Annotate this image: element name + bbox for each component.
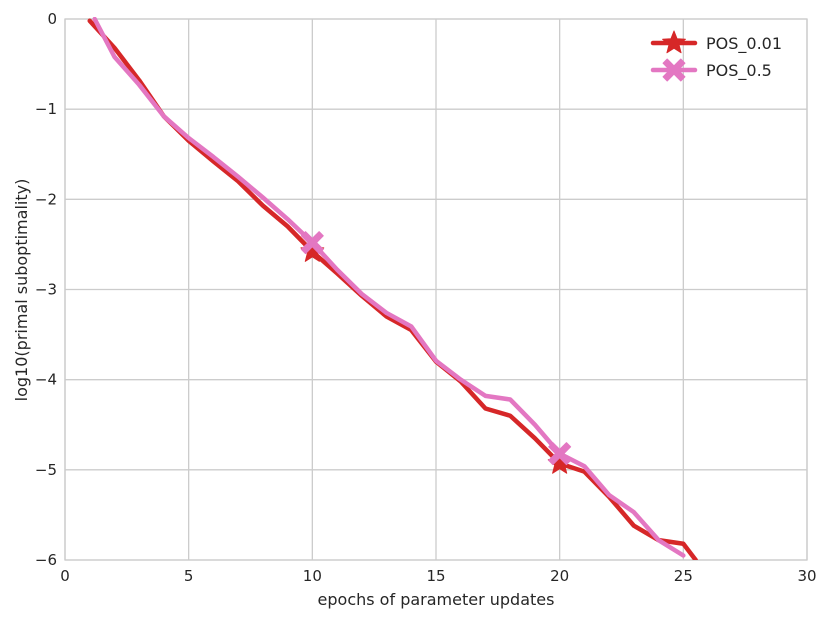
y-axis-label: log10(primal suboptimality) [12, 179, 31, 402]
x-tick-label: 30 [797, 567, 816, 585]
x-tick-label: 5 [184, 567, 194, 585]
x-tick-label: 25 [674, 567, 693, 585]
x-axis-label: epochs of parameter updates [318, 590, 555, 609]
legend-label: POS_0.01 [706, 34, 782, 54]
y-tick-label: −2 [35, 190, 57, 208]
legend-label: POS_0.5 [706, 61, 772, 81]
series-group [87, 17, 698, 560]
y-tick-label: 0 [47, 10, 57, 28]
y-tick-label: −6 [35, 551, 57, 569]
x-tick-label: 0 [60, 567, 70, 585]
y-tick-label: −4 [35, 371, 57, 389]
x-tick-label: 10 [303, 567, 322, 585]
y-tick-label: −3 [35, 281, 57, 299]
y-tick-label: −1 [35, 100, 57, 118]
legend: POS_0.01 POS_0.5 [650, 30, 782, 82]
x-tick-label: 20 [550, 567, 569, 585]
tick-labels: 0 5 10 15 20 25 30 0 −1 −2 −3 −4 −5 −6 [35, 10, 817, 585]
series-POS_0.5 [92, 17, 686, 558]
data-point-marker [548, 442, 572, 466]
plot-frame [64, 18, 808, 561]
series-line [92, 17, 686, 558]
x-tick-label: 15 [426, 567, 445, 585]
legend-marker [662, 58, 686, 82]
legend-marker [662, 30, 686, 54]
grid [64, 18, 808, 561]
data-point-marker [300, 231, 324, 255]
y-tick-label: −5 [35, 461, 57, 479]
